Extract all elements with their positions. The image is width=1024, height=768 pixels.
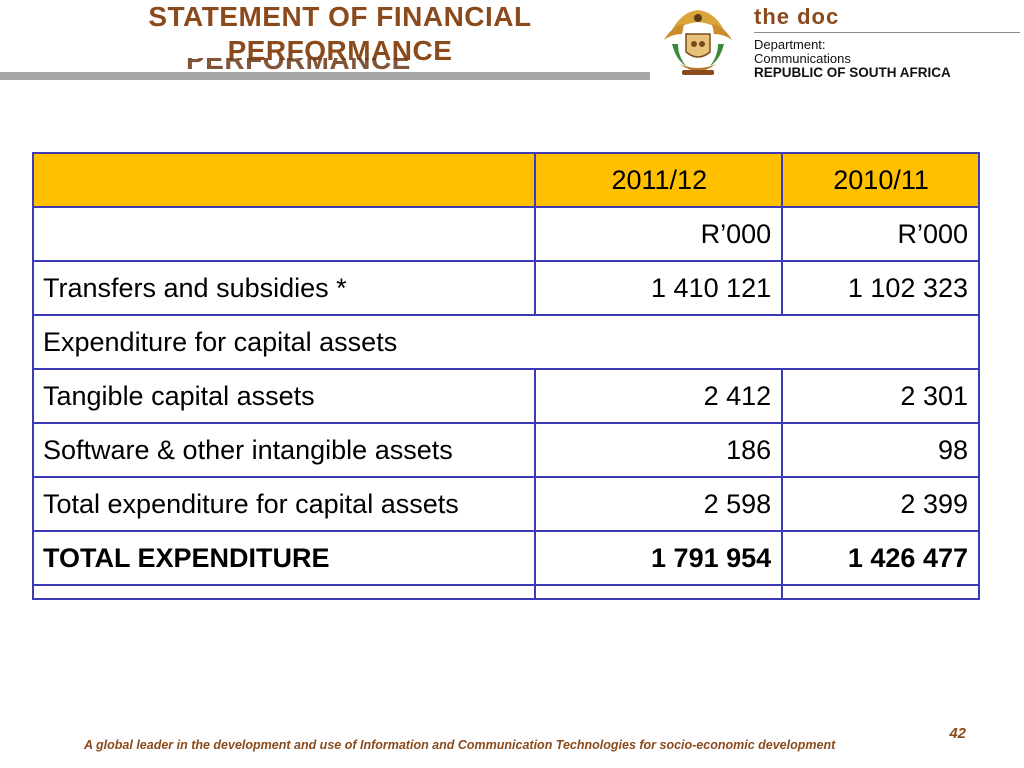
value-2010-11 <box>781 584 980 600</box>
department-logo: the doc Department: Communications REPUB… <box>656 0 1024 82</box>
row-label: Tangible capital assets <box>31 368 537 424</box>
value-2010-11: 1 102 323 <box>781 260 980 316</box>
table-header-cell <box>31 152 537 208</box>
department-label: Department: <box>754 37 826 52</box>
country-name: REPUBLIC OF SOUTH AFRICA <box>754 65 951 80</box>
brand-divider <box>754 32 1020 33</box>
value-2010-11: 98 <box>781 422 980 478</box>
title-line-1: STATEMENT OF FINANCIAL <box>148 1 532 32</box>
value-2011-12: 2 598 <box>534 476 784 532</box>
table-row: Software & other intangible assets 186 9… <box>31 422 980 478</box>
table-row: Transfers and subsidies * 1 410 121 1 10… <box>31 260 980 316</box>
row-label <box>31 584 537 600</box>
row-label <box>31 206 537 262</box>
row-label: Transfers and subsidies * <box>31 260 537 316</box>
table-row: R’000 R’000 <box>31 206 980 262</box>
value-2011-12 <box>534 584 784 600</box>
department-name: Communications <box>754 51 851 66</box>
financial-table: 2011/12 2010/11 R’000 R’000 Transfers an… <box>31 152 980 600</box>
page-number: 42 <box>949 725 966 742</box>
row-label: Total expenditure for capital assets <box>31 476 537 532</box>
value-2011-12: R’000 <box>534 206 784 262</box>
table-row: Tangible capital assets 2 412 2 301 <box>31 368 980 424</box>
value-2010-11: 1 426 477 <box>781 530 980 586</box>
row-label: TOTAL EXPENDITURE <box>31 530 537 586</box>
value-2011-12: 1 410 121 <box>534 260 784 316</box>
title-line-2: PERFORMANCE <box>227 35 453 66</box>
value-2011-12: 1 791 954 <box>534 530 784 586</box>
total-row: TOTAL EXPENDITURE 1 791 954 1 426 477 <box>31 530 980 586</box>
slide-title: STATEMENT OF FINANCIAL PERFORMANCE <box>90 0 590 68</box>
footer-tagline: A global leader in the development and u… <box>84 738 836 752</box>
header-divider <box>0 72 650 80</box>
brand-name: the doc <box>754 4 840 29</box>
table-header-row: 2011/12 2010/11 <box>31 152 980 208</box>
table-header-cell: 2010/11 <box>781 152 980 208</box>
table-row <box>31 584 980 600</box>
value-2010-11: R’000 <box>781 206 980 262</box>
value-2011-12: 186 <box>534 422 784 478</box>
value-2011-12: 2 412 <box>534 368 784 424</box>
title-shadow: PERFORMANCE <box>186 58 411 75</box>
table-header-cell: 2011/12 <box>534 152 784 208</box>
department-text: Department: Communications REPUBLIC OF S… <box>754 38 951 80</box>
table-row: Expenditure for capital assets <box>32 314 980 370</box>
coat-of-arms-icon <box>664 10 732 75</box>
section-label: Expenditure for capital assets <box>32 314 980 370</box>
row-label: Software & other intangible assets <box>31 422 537 478</box>
value-2010-11: 2 301 <box>781 368 980 424</box>
value-2010-11: 2 399 <box>781 476 980 532</box>
table-row: Total expenditure for capital assets 2 5… <box>31 476 980 532</box>
